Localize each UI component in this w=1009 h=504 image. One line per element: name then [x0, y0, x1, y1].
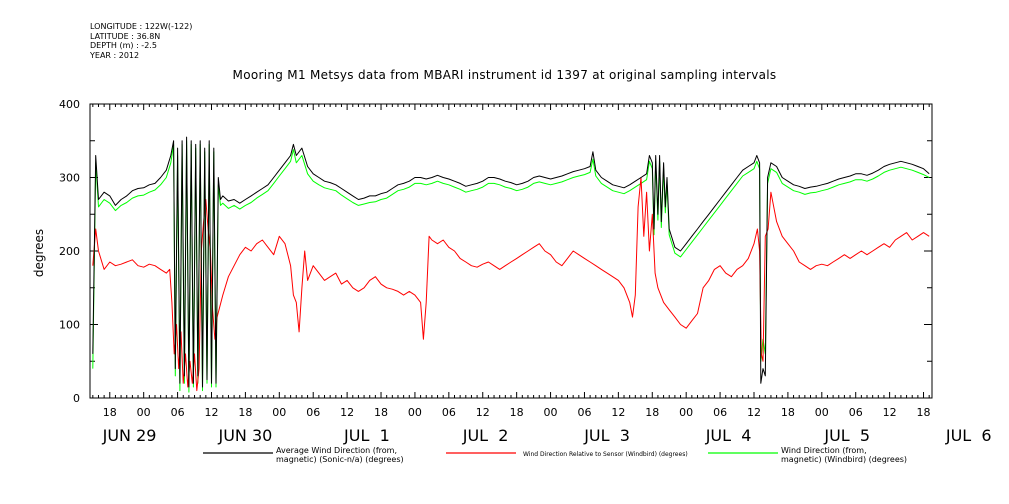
x-hour-label: 18 [781, 406, 795, 419]
x-hour-label: 12 [476, 406, 490, 419]
legend-label: Wind Direction (from, [781, 446, 867, 455]
chart-legend: Average Wind Direction (from,magnetic) (… [203, 446, 907, 464]
x-hour-label: 12 [340, 406, 354, 419]
x-day-label: JUN 29 [102, 426, 157, 445]
x-hour-label: 18 [645, 406, 659, 419]
x-hour-label: 06 [577, 406, 591, 419]
legend-label: Wind Direction Relative to Sensor (Windb… [523, 451, 688, 458]
series-line-0 [92, 136, 930, 388]
x-hour-label: 00 [272, 406, 286, 419]
x-hour-label: 00 [137, 406, 151, 419]
depth-label: DEPTH (m) : -2.5 [90, 41, 157, 50]
legend-label: Average Wind Direction (from, [276, 446, 397, 455]
latitude-label: LATITUDE : 36.8N [90, 31, 161, 41]
x-day-label: JUL 1 [343, 426, 390, 445]
x-day-label: JUL 3 [583, 426, 630, 445]
x-hour-label: 12 [204, 406, 218, 419]
x-day-label: JUN 30 [217, 426, 272, 445]
chart-series [92, 136, 930, 393]
x-hour-label: 06 [713, 406, 727, 419]
y-tick-label: 200 [59, 245, 80, 258]
x-hour-label: 18 [238, 406, 252, 419]
x-hour-label: 18 [103, 406, 117, 419]
y-tick-label: 300 [59, 172, 80, 185]
year-label: YEAR : 2012 [90, 50, 140, 60]
x-hour-label: 18 [374, 406, 388, 419]
longitude-label: LONGITUDE : 122W(-122) [90, 22, 193, 31]
x-day-label: JUL 2 [462, 426, 509, 445]
y-tick-label: 400 [59, 98, 80, 111]
y-tick-label: 100 [59, 319, 80, 332]
x-hour-label: 00 [679, 406, 693, 419]
x-day-label: JUL 4 [705, 426, 752, 445]
legend-label: magnetic) (Windbird) (degrees) [781, 455, 907, 464]
x-hour-label: 12 [883, 406, 897, 419]
x-hour-label: 00 [544, 406, 558, 419]
legend-label: magnetic) (Sonic-n/a) (degrees) [276, 455, 404, 464]
x-hour-label: 06 [306, 406, 320, 419]
x-hour-label: 18 [917, 406, 931, 419]
x-hour-label: 00 [408, 406, 422, 419]
y-tick-label: 0 [73, 392, 80, 405]
x-hour-label: 06 [849, 406, 863, 419]
x-hour-label: 12 [611, 406, 625, 419]
chart-title: Mooring M1 Metsys data from MBARI instru… [232, 68, 777, 82]
x-hour-label: 18 [510, 406, 524, 419]
x-hour-label: 06 [442, 406, 456, 419]
y-axis-label: degrees [32, 229, 46, 277]
x-hour-label: 06 [171, 406, 185, 419]
metadata-block: LONGITUDE : 122W(-122) LATITUDE : 36.8N … [90, 22, 192, 60]
chart-axes: 0 100 200 300 400 18 00 06 12 18 00 06 12 18 00 06 12 18 0… [59, 98, 992, 445]
x-day-label: JUL 6 [945, 426, 992, 445]
x-day-label: JUL 5 [823, 426, 870, 445]
x-hour-label: 12 [747, 406, 761, 419]
x-hour-label: 00 [815, 406, 829, 419]
